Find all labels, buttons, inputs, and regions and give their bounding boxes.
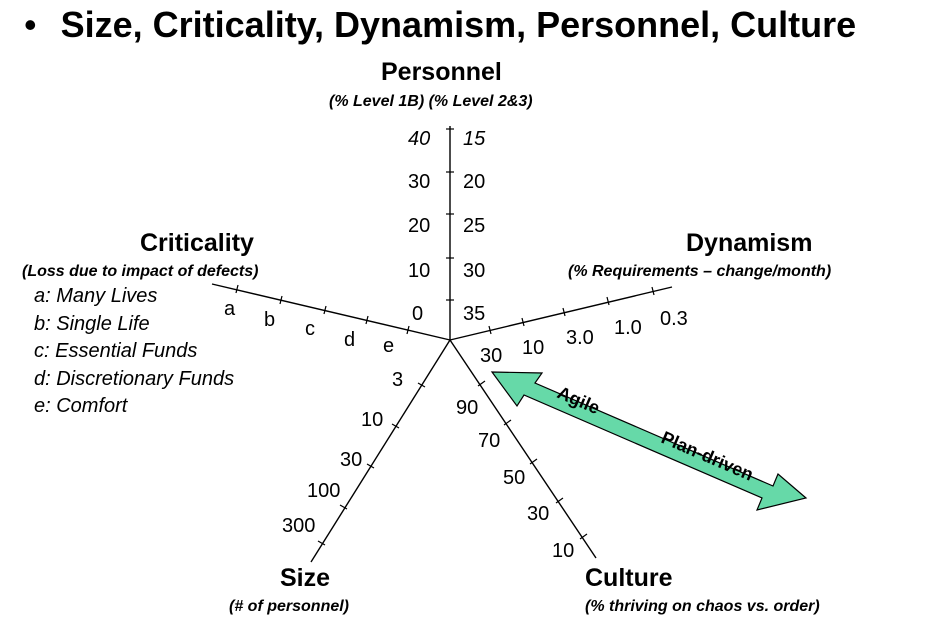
dynamism-tick-label: 30	[480, 345, 502, 367]
culture-title: Culture	[585, 564, 673, 592]
criticality-subtitle: (Loss due to impact of defects)	[22, 263, 259, 280]
dynamism-tick	[562, 307, 566, 317]
dynamism-tick	[651, 286, 655, 296]
size-tick-label: 300	[282, 515, 315, 537]
personnel-left-tick-label: 10	[408, 260, 430, 282]
axis-lines	[211, 126, 673, 563]
agile-plan-arrow: Agile Plan-driven	[490, 371, 808, 511]
personnel-right-tick-label: 25	[463, 215, 485, 237]
legend-item: b: Single Life	[34, 312, 150, 335]
personnel-right-tick-label: 20	[463, 171, 485, 193]
culture-axis-line	[449, 339, 597, 559]
personnel-right-tick-label: 15	[463, 128, 486, 150]
dynamism-tick-label: 0.3	[660, 308, 688, 330]
culture-tick	[579, 533, 588, 540]
size-title: Size	[280, 564, 331, 592]
criticality-tick	[323, 305, 327, 315]
dynamism-title: Dynamism	[686, 229, 813, 257]
size-subtitle: (# of personnel)	[229, 598, 350, 615]
culture-tick	[477, 380, 486, 387]
criticality-tick	[279, 295, 283, 305]
size-tick	[339, 504, 348, 510]
dynamism-tick-label: 10	[522, 337, 544, 359]
size-tick-label: 100	[307, 480, 340, 502]
legend-item: a: Many Lives	[34, 285, 158, 307]
size-tick	[366, 463, 375, 469]
axis-ticks	[235, 128, 655, 546]
dynamism-tick-label: 1.0	[614, 317, 642, 339]
dynamism-tick	[521, 317, 525, 327]
legend-item: d: Discretionary Funds	[34, 367, 235, 390]
culture-tick	[503, 419, 512, 426]
criticality-tick-label: d	[344, 329, 355, 351]
size-axis-line	[310, 339, 451, 563]
criticality-tick-label: a	[224, 298, 236, 320]
size-tick-label: 10	[361, 409, 383, 431]
size-tick	[417, 382, 426, 388]
criticality-axis-line	[211, 283, 451, 341]
criticality-legend: a: Many Lives b: Single Life c: Essentia…	[34, 283, 234, 421]
criticality-tick	[365, 315, 369, 325]
personnel-right-tick-label: 30	[463, 260, 485, 282]
slide-heading: • Size, Criticality, Dynamism, Personnel,…	[24, 4, 856, 46]
culture-subtitle: (% thriving on chaos vs. order)	[585, 598, 820, 615]
heading-text: Size, Criticality, Dynamism, Personnel, …	[60, 4, 857, 45]
tick-labels: 0 10 20 30 40 35 30 25 20 15 30 10 3.0 1…	[224, 128, 688, 562]
dynamism-tick-label: 3.0	[566, 327, 594, 349]
culture-tick-label: 70	[478, 430, 500, 452]
personnel-subtitle: (% Level 1B) (% Level 2&3)	[329, 93, 533, 110]
legend-item: e: Comfort	[34, 395, 128, 417]
size-tick	[317, 540, 326, 546]
size-tick-label: 3	[392, 369, 403, 391]
personnel-right-tick-label: 35	[463, 303, 485, 325]
personnel-title: Personnel	[381, 58, 502, 86]
dynamism-subtitle: (% Requirements – change/month)	[568, 263, 832, 280]
culture-tick-label: 50	[503, 467, 525, 489]
dynamism-tick	[488, 325, 492, 335]
personnel-left-tick-label: 40	[408, 128, 430, 150]
culture-tick-label: 90	[456, 397, 478, 419]
criticality-tick	[406, 325, 410, 335]
personnel-left-tick-label: 20	[408, 215, 430, 237]
personnel-left-tick-label: 30	[408, 171, 430, 193]
dynamism-tick	[606, 296, 610, 306]
legend-item: c: Essential Funds	[34, 340, 198, 362]
culture-tick	[529, 458, 538, 465]
culture-tick	[555, 497, 564, 504]
criticality-tick	[235, 284, 239, 294]
criticality-tick-label: b	[264, 309, 275, 331]
size-tick	[391, 423, 400, 429]
double-headed-arrow-icon	[490, 371, 808, 511]
criticality-tick-label: e	[383, 335, 394, 357]
criticality-title: Criticality	[140, 229, 254, 257]
criticality-tick-label: c	[305, 318, 315, 340]
personnel-left-tick-label: 0	[412, 303, 423, 325]
dynamism-axis-line	[449, 286, 673, 341]
size-tick-label: 30	[340, 449, 362, 471]
bullet-icon: •	[24, 4, 37, 45]
culture-tick-label: 30	[527, 503, 549, 525]
culture-tick-label: 10	[552, 540, 574, 562]
